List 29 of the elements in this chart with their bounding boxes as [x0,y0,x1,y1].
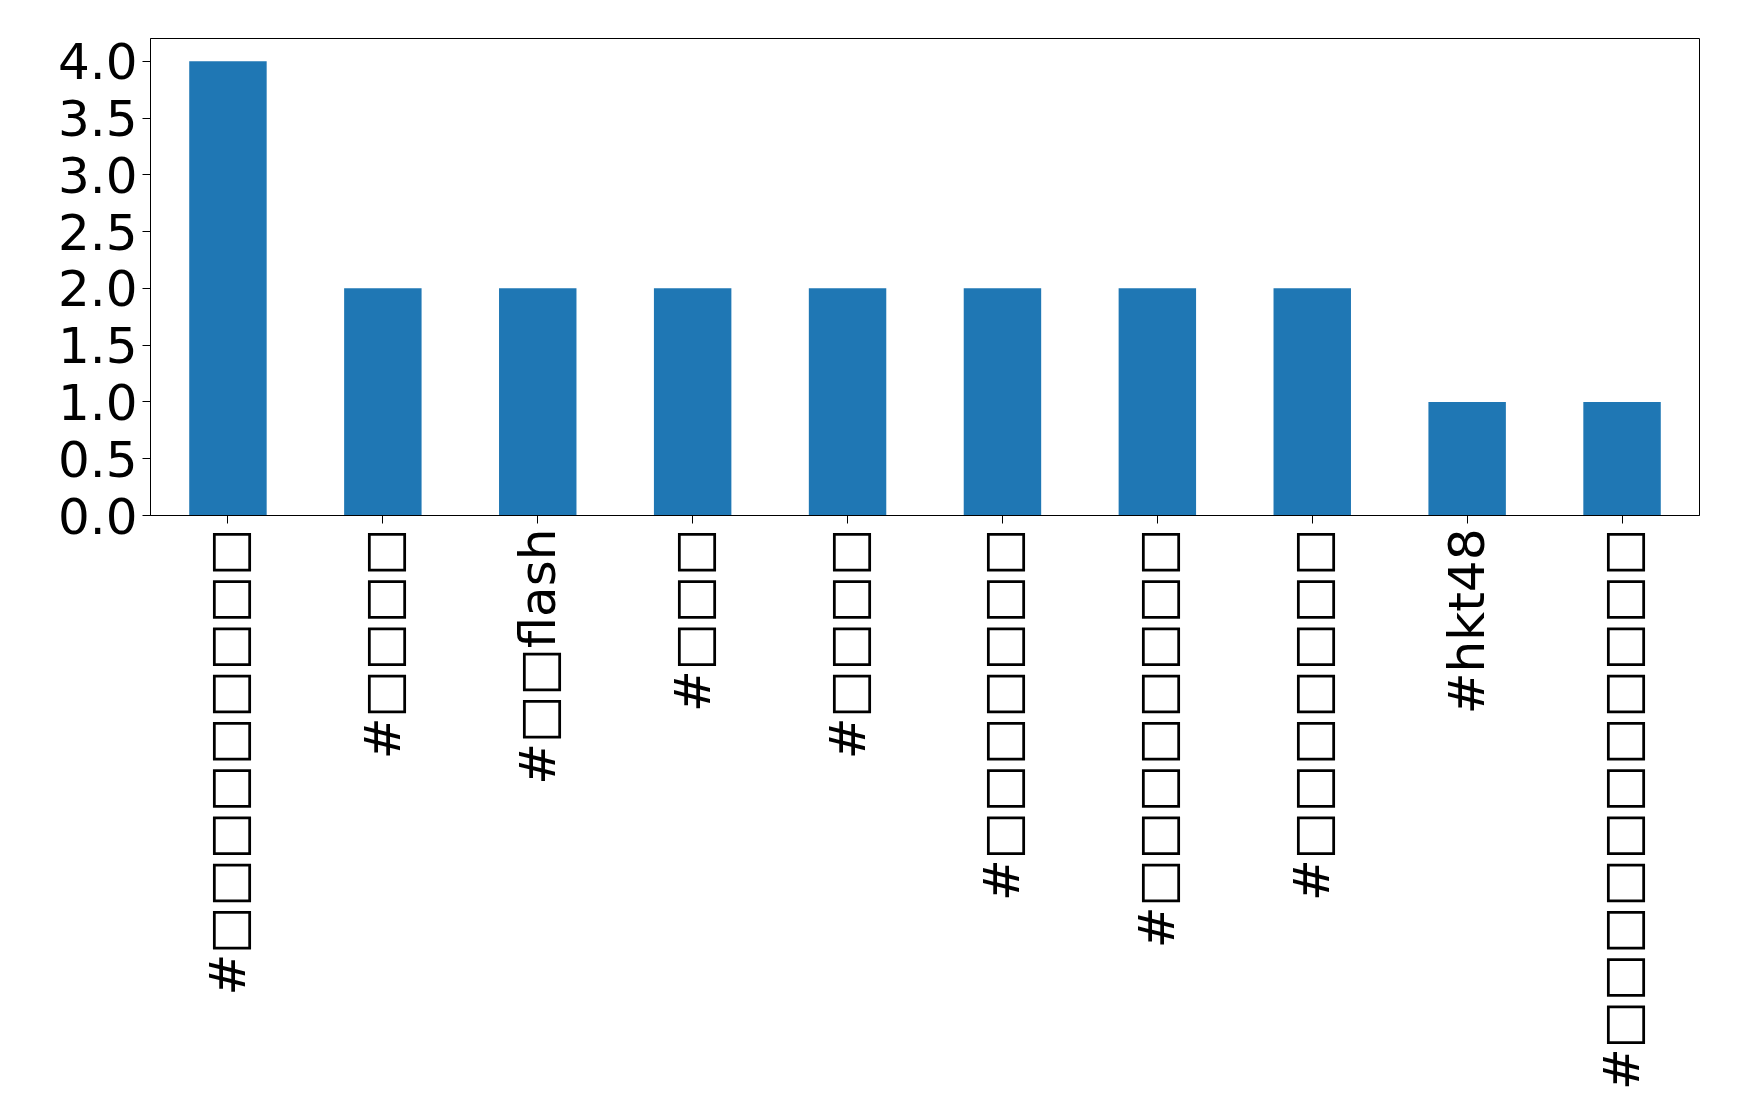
y-tick-label: 1.5 [57,317,138,376]
y-tick-label: 0.0 [57,487,138,546]
bar [808,288,887,516]
x-tick-label: #□□□□□□□□□ [198,528,257,996]
bar [1428,401,1506,516]
bar [499,288,577,516]
y-tick-label: 2.0 [57,260,138,319]
x-tick-label: #□□□□ [353,528,412,760]
bar [1583,401,1661,516]
y-tick-label: 0.5 [57,430,138,489]
bar [189,61,267,516]
x-tick-label: #□□□□ [818,528,877,760]
x-tick-label: #□□flash [508,528,567,785]
bar [1273,288,1351,516]
y-tick-label: 1.0 [57,373,138,432]
x-tick-label: #□□□□□□□ [1283,528,1342,902]
y-tick-label: 2.5 [57,203,138,262]
y-tick-label: 3.0 [57,146,138,205]
bar [1118,288,1197,516]
bar [344,288,422,516]
y-tick-label: 3.5 [57,90,138,148]
y-tick-label: 4.0 [57,33,138,92]
x-tick-label: #□□□□□□□□ [1128,528,1187,949]
x-tick-label: #□□□ [663,528,722,713]
bar [653,288,732,516]
x-tick-label: #hkt48 [1438,528,1497,715]
bar [963,288,1042,516]
x-tick-label: #□□□□□□□ [973,528,1032,902]
x-tick-label: #□□□□□□□□□□□ [1593,528,1652,1091]
